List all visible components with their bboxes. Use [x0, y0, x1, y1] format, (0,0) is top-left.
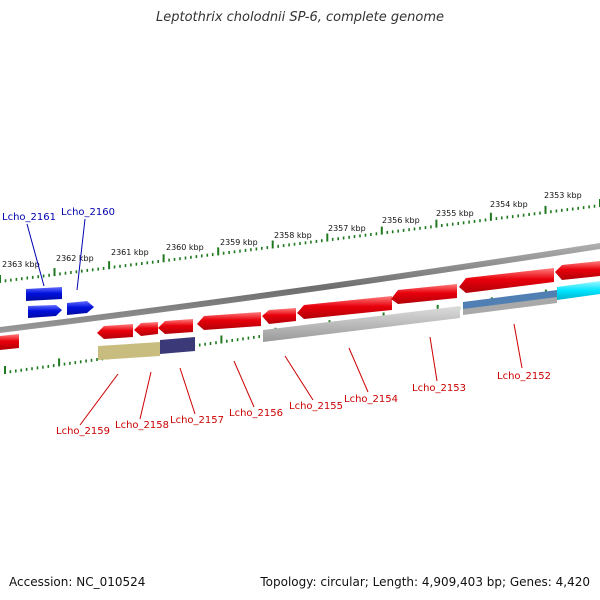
feature-bar-grey[interactable] [263, 306, 460, 342]
scale-label-2360: 2360 kbp [166, 243, 204, 252]
gene-arrow-lcho-2157[interactable] [158, 319, 193, 334]
scale-label-2353: 2353 kbp [544, 191, 582, 200]
leader-lcho-2155 [284, 355, 314, 401]
genome-backbone [0, 243, 600, 333]
forward-strand-genes [26, 287, 94, 318]
gene-arrow-lcho-2153[interactable] [391, 284, 457, 304]
gene-label-lcho-2153[interactable]: Lcho_2153 [412, 383, 466, 394]
outer-scale-ticks [0, 199, 600, 283]
gene-arrow-lcho-2155[interactable] [262, 308, 296, 324]
feature-bar-navy[interactable] [160, 337, 195, 354]
gene-label-lcho-2158[interactable]: Lcho_2158 [115, 420, 169, 431]
feature-bar-steel[interactable] [463, 290, 557, 310]
scale-label-2354: 2354 kbp [490, 200, 528, 209]
scale-label-2359: 2359 kbp [220, 238, 258, 247]
outer-scale-labels: 2363 kbp 2362 kbp 2361 kbp 2360 kbp 2359… [2, 191, 582, 269]
leader-lcho-2152 [513, 323, 523, 369]
scale-label-2356: 2356 kbp [382, 216, 420, 225]
feature-bars [98, 281, 600, 360]
leader-lcho-2153 [429, 336, 438, 382]
page-title: Leptothrix cholodnii SP-6, complete geno… [156, 10, 444, 25]
feature-bar-cyan[interactable] [557, 281, 600, 300]
gene-labels: Lcho_2161 Lcho_2160 Lcho_2159 Lcho_2158 … [2, 207, 551, 437]
gene-arrow-lcho-2160-upstream[interactable] [28, 305, 62, 318]
gene-label-lcho-2155[interactable]: Lcho_2155 [289, 401, 343, 412]
gene-label-lcho-2157[interactable]: Lcho_2157 [170, 415, 224, 426]
leader-lcho-2156 [233, 360, 255, 408]
gene-arrow-right-edge[interactable] [555, 261, 600, 280]
scale-label-2355: 2355 kbp [436, 209, 474, 218]
gene-arrow-lcho-2161[interactable] [26, 287, 62, 301]
scale-label-2357: 2357 kbp [328, 224, 366, 233]
gene-arrow-lcho-2152[interactable] [459, 268, 554, 293]
feature-bar-grey-right[interactable] [463, 297, 557, 315]
feature-bar-khaki[interactable] [98, 342, 160, 360]
gene-label-lcho-2154[interactable]: Lcho_2154 [344, 394, 398, 405]
gene-arrow-left-edge[interactable] [0, 334, 19, 350]
gene-arrow-lcho-2154[interactable] [297, 296, 392, 319]
label-leader-lines [26, 218, 523, 426]
gene-arrow-lcho-2156[interactable] [197, 312, 261, 330]
scale-label-2361: 2361 kbp [111, 248, 149, 257]
leader-lcho-2158 [139, 371, 152, 420]
gene-label-lcho-2152[interactable]: Lcho_2152 [497, 371, 551, 382]
gene-arrow-lcho-2159[interactable] [97, 324, 133, 339]
scale-label-2362: 2362 kbp [56, 254, 94, 263]
genome-summary-text: Topology: circular; Length: 4,909,403 bp… [260, 575, 590, 589]
reverse-strand-genes [0, 261, 600, 350]
gene-label-lcho-2156[interactable]: Lcho_2156 [229, 408, 283, 419]
gene-label-lcho-2161[interactable]: Lcho_2161 [2, 212, 56, 223]
leader-lcho-2159 [79, 373, 119, 426]
scale-label-2358: 2358 kbp [274, 231, 312, 240]
scale-label-2363: 2363 kbp [2, 260, 40, 269]
leader-lcho-2160 [76, 218, 86, 291]
leader-lcho-2157 [179, 367, 196, 415]
gene-label-lcho-2159[interactable]: Lcho_2159 [56, 426, 110, 437]
gene-arrow-lcho-2158[interactable] [134, 322, 158, 336]
leader-lcho-2161 [26, 223, 45, 287]
leader-lcho-2154 [348, 347, 369, 393]
gene-arrow-lcho-2160[interactable] [67, 301, 94, 315]
gene-label-lcho-2160[interactable]: Lcho_2160 [61, 207, 115, 218]
accession-text: Accession: NC_010524 [9, 575, 146, 589]
